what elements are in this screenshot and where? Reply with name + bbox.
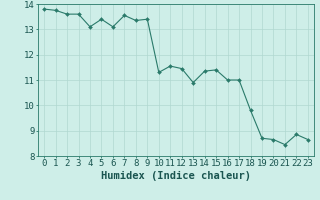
X-axis label: Humidex (Indice chaleur): Humidex (Indice chaleur) (101, 171, 251, 181)
